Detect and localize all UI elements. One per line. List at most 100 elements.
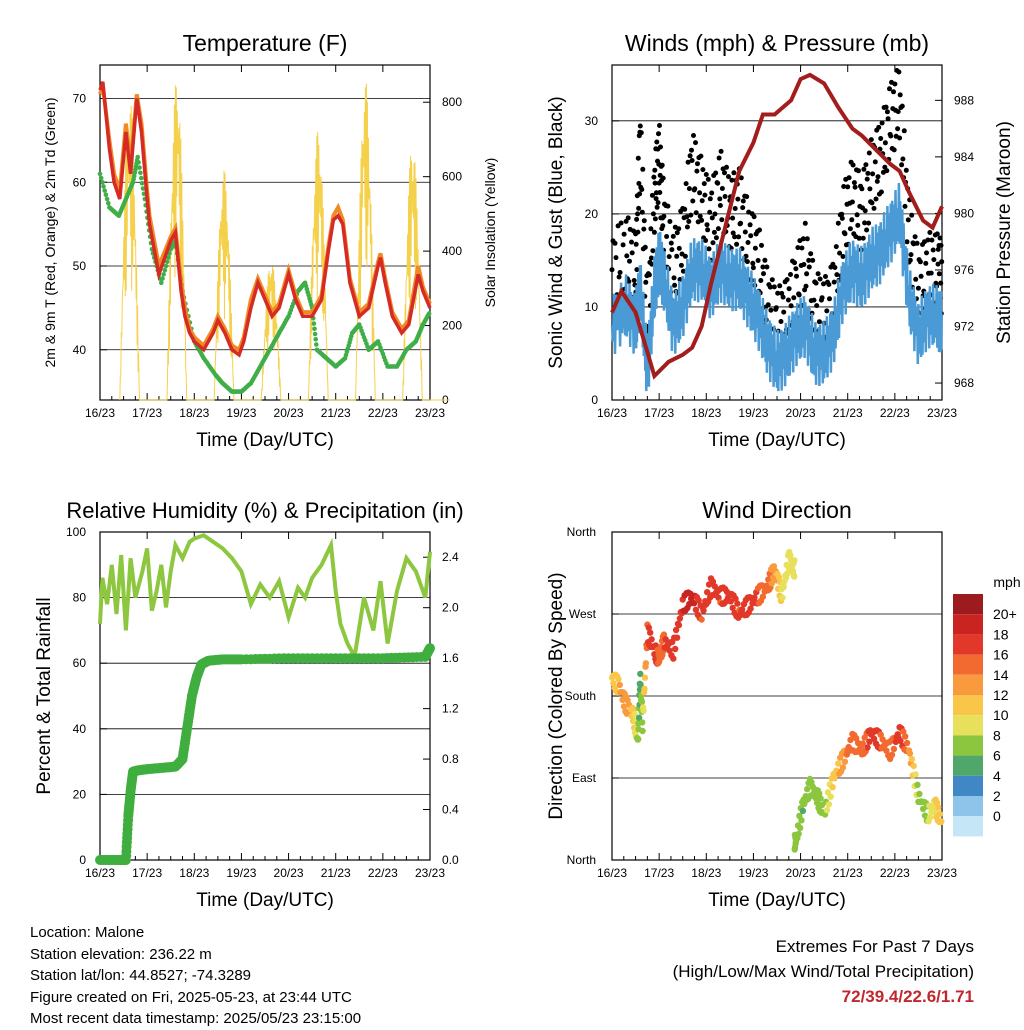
gust-point: [692, 186, 698, 192]
gust-point: [900, 156, 906, 162]
gust-point: [635, 155, 641, 161]
extremes-title: Extremes For Past 7 Days: [775, 937, 974, 956]
station-elevation: Station elevation: 236.22 m: [30, 945, 212, 963]
gust-point: [674, 253, 680, 259]
gust-point: [764, 264, 770, 270]
gust-point: [882, 140, 888, 146]
dewpoint-point: [137, 165, 142, 170]
gust-point: [651, 174, 657, 180]
gust-point: [636, 205, 642, 211]
gust-point: [899, 103, 905, 109]
x-tick-label: 23/23: [415, 406, 445, 420]
y2-tick-label: 1.6: [442, 651, 459, 665]
x-tick-label: 23/23: [415, 866, 445, 880]
direction-point: [804, 785, 811, 793]
gust-point: [823, 274, 828, 279]
direction-point: [908, 755, 915, 763]
gust-point: [762, 257, 768, 263]
direction-point: [879, 736, 886, 743]
gust-point: [852, 184, 858, 190]
x-tick-label: 18/23: [691, 406, 721, 420]
gust-point: [629, 250, 635, 256]
gust-point: [841, 184, 847, 189]
station-info: Location: Malone Station elevation: 236.…: [30, 922, 361, 1030]
gust-point: [652, 167, 658, 173]
gust-point: [678, 262, 684, 268]
x-tick-label: 16/23: [85, 866, 115, 880]
colorbar-swatch: [953, 674, 983, 695]
x-tick-label: 16/23: [597, 866, 627, 880]
dewpoint-point: [311, 321, 317, 326]
gust-point: [654, 204, 660, 210]
gust-point: [767, 284, 773, 290]
gust-point: [635, 211, 641, 217]
gust-point: [895, 109, 901, 115]
direction-point: [816, 790, 823, 797]
gust-point: [702, 192, 708, 198]
gust-point: [713, 235, 719, 241]
gust-point: [759, 242, 764, 248]
colorbar-label: 12: [993, 687, 1009, 703]
gust-point: [814, 303, 820, 309]
direction-point: [791, 557, 798, 564]
direction-point: [641, 685, 648, 693]
y-tick-label: 60: [73, 175, 87, 189]
gust-point: [862, 220, 868, 226]
chart-title: Wind Direction: [702, 497, 852, 523]
colorbar-label: 20+: [993, 606, 1017, 622]
x-axis-label: Time (Day/UTC): [708, 430, 846, 451]
gust-point: [650, 211, 656, 217]
gust-point: [788, 303, 794, 309]
gust-point: [637, 123, 643, 129]
gust-point: [717, 203, 723, 208]
gust-point: [775, 290, 781, 296]
y2-tick-label: 2.0: [442, 601, 459, 615]
gust-point: [760, 264, 766, 270]
colorbar-swatch: [953, 634, 983, 655]
direction-point: [620, 703, 628, 710]
extremes-values: 72/39.4/22.6/1.71: [841, 987, 974, 1006]
gust-point: [765, 302, 771, 308]
y-axis-label: Percent & Total Rainfall: [34, 597, 55, 794]
colorbar-label: 16: [993, 647, 1009, 663]
dewpoint-point: [102, 188, 107, 193]
x-tick-label: 19/23: [738, 406, 768, 420]
gust-point: [660, 175, 666, 181]
dewpoint-point: [161, 272, 166, 277]
gust-point: [718, 148, 724, 154]
gust-point: [744, 259, 750, 265]
gust-point: [642, 244, 648, 250]
gust-point: [657, 190, 663, 195]
direction-point: [670, 655, 677, 662]
direction-point: [938, 818, 945, 825]
direction-point: [638, 698, 646, 706]
gust-point: [885, 116, 891, 122]
gust-point: [618, 220, 624, 226]
gust-point: [625, 215, 631, 221]
direction-point: [640, 707, 647, 714]
gust-point: [870, 171, 876, 177]
gust-point: [689, 158, 695, 163]
colorbar-swatch: [953, 755, 983, 776]
direction-point: [672, 626, 680, 634]
gust-point: [796, 292, 802, 298]
gust-point: [629, 239, 634, 245]
gust-point: [731, 170, 737, 176]
gust-point: [616, 274, 622, 280]
gust-point: [819, 295, 825, 301]
direction-point: [888, 751, 896, 758]
gust-point: [701, 181, 707, 187]
gust-point: [930, 247, 936, 253]
gust-point: [821, 281, 826, 287]
direction-point: [700, 607, 707, 614]
gust-point: [873, 196, 879, 202]
gust-point: [649, 192, 655, 198]
gust-point: [660, 223, 666, 229]
gust-point: [811, 297, 817, 303]
dewpoint-point: [139, 181, 145, 186]
direction-point: [841, 758, 849, 765]
gust-point: [769, 277, 775, 283]
gust-point: [902, 203, 908, 209]
gust-point: [896, 69, 902, 75]
gust-point: [804, 236, 810, 242]
